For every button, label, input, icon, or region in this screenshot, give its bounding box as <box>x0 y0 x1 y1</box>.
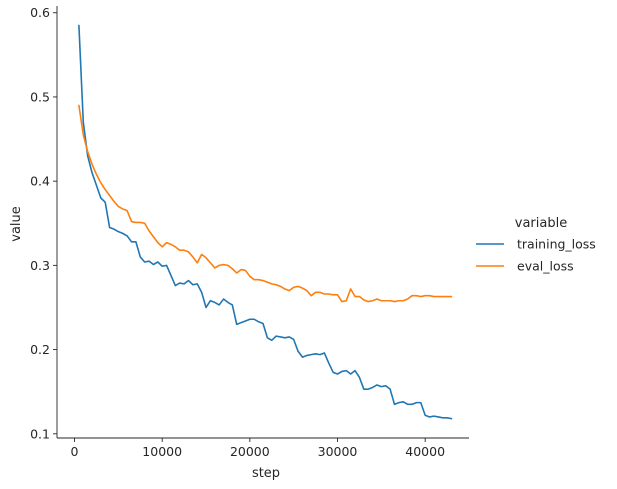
x-axis: 0 10000 20000 30000 40000 <box>57 437 469 459</box>
y-axis-title: value <box>9 206 24 242</box>
series-line-eval-loss <box>78 104 453 303</box>
series-line-training-loss <box>78 24 453 420</box>
y-tick-label: 0.2 <box>30 342 50 357</box>
x-tick-label: 30000 <box>318 444 358 459</box>
y-axis: 0.1 0.2 0.3 0.4 0.5 0.6 <box>30 5 58 441</box>
y-tick-label: 0.5 <box>30 89 50 104</box>
y-tick-label: 0.1 <box>30 426 50 441</box>
legend-label-training-loss: training_loss <box>517 237 596 252</box>
y-tick-label: 0.6 <box>30 5 50 20</box>
legend-label-eval-loss: eval_loss <box>517 259 574 274</box>
plot-lines <box>78 24 453 420</box>
y-tick-label: 0.3 <box>30 258 50 273</box>
y-tick-label: 0.4 <box>30 174 50 189</box>
x-tick-label: 0 <box>71 444 79 459</box>
x-axis-title: step <box>252 466 280 481</box>
x-tick-label: 10000 <box>142 444 182 459</box>
legend-title: variable <box>515 216 567 231</box>
legend: variable training_loss eval_loss <box>476 216 596 274</box>
x-tick-label: 40000 <box>405 444 445 459</box>
x-tick-label: 20000 <box>230 444 270 459</box>
